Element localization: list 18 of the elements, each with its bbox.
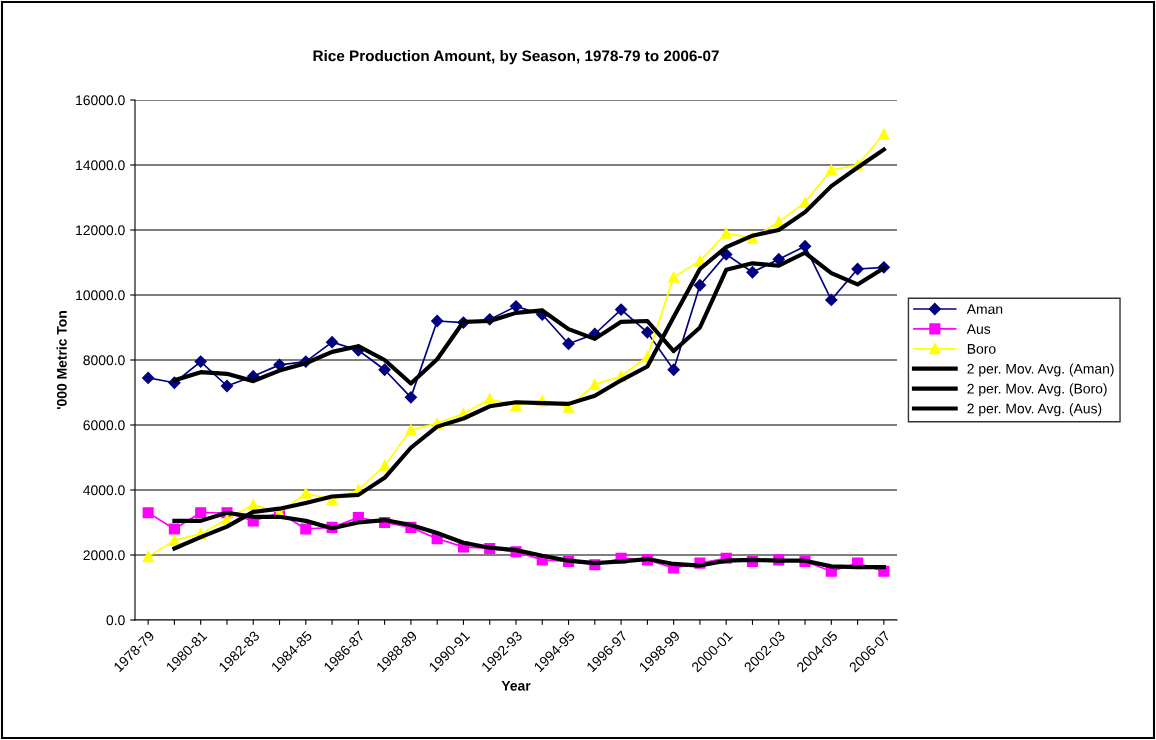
- legend-label: Aus: [966, 324, 991, 334]
- y-tick-label: 10000.0: [76, 290, 125, 301]
- y-tick-label: 0.0: [106, 615, 125, 626]
- y-tick-label: 12000.0: [76, 225, 125, 236]
- chart-title: Rice Production Amount, by Season, 1978-79 to 2006-07: [313, 50, 719, 65]
- y-tick-label: 2000.0: [83, 550, 125, 561]
- y-tick-label: 16000.0: [76, 95, 125, 106]
- legend-label: Aman: [966, 304, 1003, 314]
- y-tick-label: 4000.0: [83, 485, 125, 496]
- x-axis-title: Year: [501, 680, 531, 691]
- legend-label: 2 per. Mov. Avg. (Aman): [967, 363, 1114, 377]
- y-tick-label: 6000.0: [83, 420, 125, 431]
- legend-label: 2 per. Mov. Avg. (Boro): [967, 383, 1107, 397]
- y-tick-label: 14000.0: [76, 160, 125, 171]
- y-axis-title: '000 Metric Ton: [56, 311, 67, 410]
- legend-label: 2 per. Mov. Avg. (Aus): [967, 403, 1102, 417]
- y-tick-label: 8000.0: [83, 355, 125, 366]
- legend-label: Boro: [967, 344, 996, 354]
